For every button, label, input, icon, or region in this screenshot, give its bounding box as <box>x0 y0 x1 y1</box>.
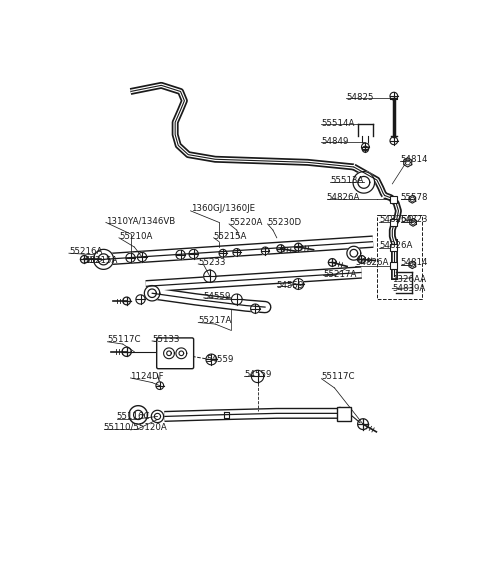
Polygon shape <box>358 419 369 430</box>
Polygon shape <box>206 354 217 365</box>
Text: 55215A: 55215A <box>214 232 247 241</box>
Text: 54826A: 54826A <box>379 241 413 250</box>
Polygon shape <box>233 249 240 256</box>
Bar <box>390 196 397 203</box>
Polygon shape <box>252 370 264 382</box>
Bar <box>390 245 397 251</box>
Polygon shape <box>390 137 398 145</box>
Text: 55216A: 55216A <box>69 247 102 256</box>
Text: 54559: 54559 <box>277 281 304 290</box>
Text: 54559: 54559 <box>244 370 272 380</box>
Text: 55210A: 55210A <box>119 232 152 241</box>
Text: 1310YA/1346VB: 1310YA/1346VB <box>106 217 175 225</box>
Text: 54559: 54559 <box>206 355 233 364</box>
FancyBboxPatch shape <box>156 338 193 369</box>
Text: 55116C: 55116C <box>117 412 150 421</box>
Polygon shape <box>144 286 160 301</box>
Polygon shape <box>126 253 135 262</box>
Text: 54826A: 54826A <box>327 193 360 202</box>
Text: 55233: 55233 <box>198 258 226 267</box>
Polygon shape <box>347 246 361 260</box>
Text: 55230D: 55230D <box>267 218 302 227</box>
Text: 55133: 55133 <box>152 335 180 344</box>
Polygon shape <box>123 297 131 305</box>
Polygon shape <box>164 348 174 359</box>
Text: 1360GJ/1360JE: 1360GJ/1360JE <box>191 204 255 213</box>
Text: 55217A: 55217A <box>198 316 232 325</box>
Text: 54559: 54559 <box>204 292 231 301</box>
Polygon shape <box>251 304 260 314</box>
Polygon shape <box>409 261 416 268</box>
Text: 55217A: 55217A <box>323 270 356 279</box>
Polygon shape <box>410 218 417 226</box>
Polygon shape <box>262 247 269 255</box>
Polygon shape <box>129 406 147 424</box>
Polygon shape <box>189 249 198 259</box>
Polygon shape <box>81 255 88 263</box>
Polygon shape <box>362 146 369 152</box>
Polygon shape <box>231 294 242 305</box>
Polygon shape <box>404 158 412 167</box>
Text: 54814: 54814 <box>400 258 428 267</box>
Polygon shape <box>94 249 114 270</box>
Text: 54825: 54825 <box>346 93 373 102</box>
Bar <box>337 407 351 421</box>
Polygon shape <box>328 259 336 266</box>
Text: 55514A: 55514A <box>322 119 355 128</box>
Polygon shape <box>361 143 369 151</box>
Polygon shape <box>122 347 131 356</box>
Bar <box>390 219 397 226</box>
Polygon shape <box>156 382 164 389</box>
Text: 54849: 54849 <box>322 137 349 146</box>
Text: 55513A: 55513A <box>330 176 363 185</box>
Polygon shape <box>151 410 164 422</box>
Text: 54823: 54823 <box>400 215 428 224</box>
Text: 1326AA: 1326AA <box>392 275 426 284</box>
Text: 55215A: 55215A <box>84 256 118 266</box>
Text: 54826A: 54826A <box>355 258 389 267</box>
Text: 54814: 54814 <box>400 155 428 164</box>
Text: 54839A: 54839A <box>392 284 426 293</box>
Polygon shape <box>176 348 187 359</box>
Text: 55220A: 55220A <box>229 218 263 227</box>
Bar <box>390 262 397 269</box>
Polygon shape <box>204 270 216 283</box>
Text: 55110/55120A: 55110/55120A <box>104 423 168 431</box>
Polygon shape <box>219 249 227 257</box>
Text: 55117C: 55117C <box>322 372 355 381</box>
Text: 1124DF: 1124DF <box>131 372 164 381</box>
Text: 55578: 55578 <box>400 193 428 202</box>
Polygon shape <box>409 196 416 203</box>
Polygon shape <box>176 250 185 259</box>
Polygon shape <box>353 172 374 193</box>
Polygon shape <box>390 92 398 100</box>
Polygon shape <box>277 245 285 253</box>
Text: 55117C: 55117C <box>108 335 141 344</box>
Polygon shape <box>295 243 302 251</box>
Text: 54826A: 54826A <box>379 215 413 224</box>
Polygon shape <box>293 279 304 290</box>
Polygon shape <box>358 255 365 263</box>
Polygon shape <box>137 253 147 262</box>
Polygon shape <box>136 295 145 304</box>
